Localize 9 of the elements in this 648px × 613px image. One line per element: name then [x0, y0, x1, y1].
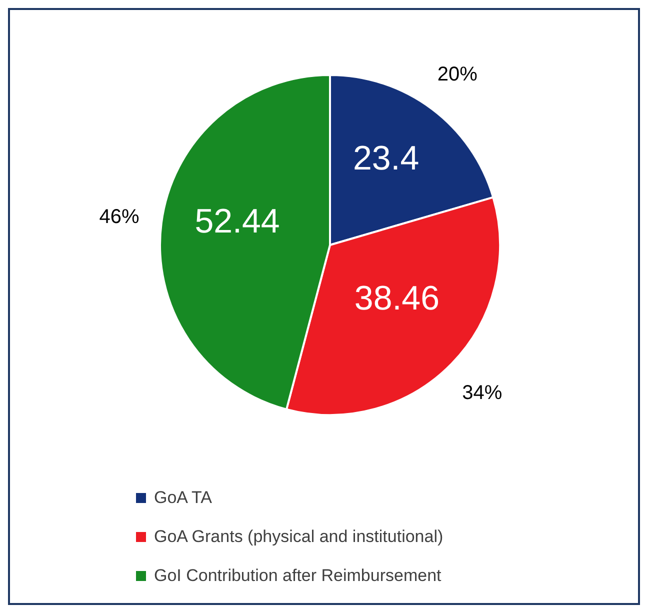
text: 20%: [437, 63, 478, 86]
data-label: 23.4: [352, 140, 420, 178]
legend-label: GoA TA: [154, 488, 212, 508]
legend-label: GoI Contribution after Reimbursement: [154, 566, 442, 586]
text: 34%: [462, 382, 502, 404]
legend-label: GoA Grants (physical and institutional): [154, 527, 444, 547]
data-label: 52.44: [194, 202, 280, 240]
text: 46%: [99, 206, 140, 228]
data-label: 38.46: [354, 280, 440, 318]
